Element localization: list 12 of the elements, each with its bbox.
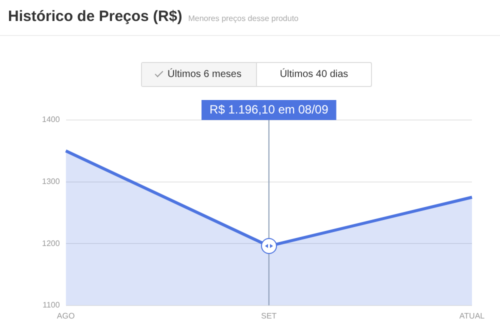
y-tick-label: 1400 [42,115,60,124]
chart-title: Histórico de Preços (R$) [8,8,182,25]
text: Últimos 40 dias [278,67,350,82]
text: R$ 1.196,10 em 08/09 [210,102,329,116]
text: Últimos 6 meses [142,63,257,86]
x-tick-label: SET [261,311,277,320]
y-tick-label: 1100 [42,300,60,310]
chart-subtitle: Menores preços desse produto [188,14,299,23]
x-tick-label: AGO [56,311,75,320]
x-tick-label: ATUAL [459,311,486,320]
y-tick-label: 1200 [42,238,60,248]
y-tick-label: 1300 [42,177,60,186]
